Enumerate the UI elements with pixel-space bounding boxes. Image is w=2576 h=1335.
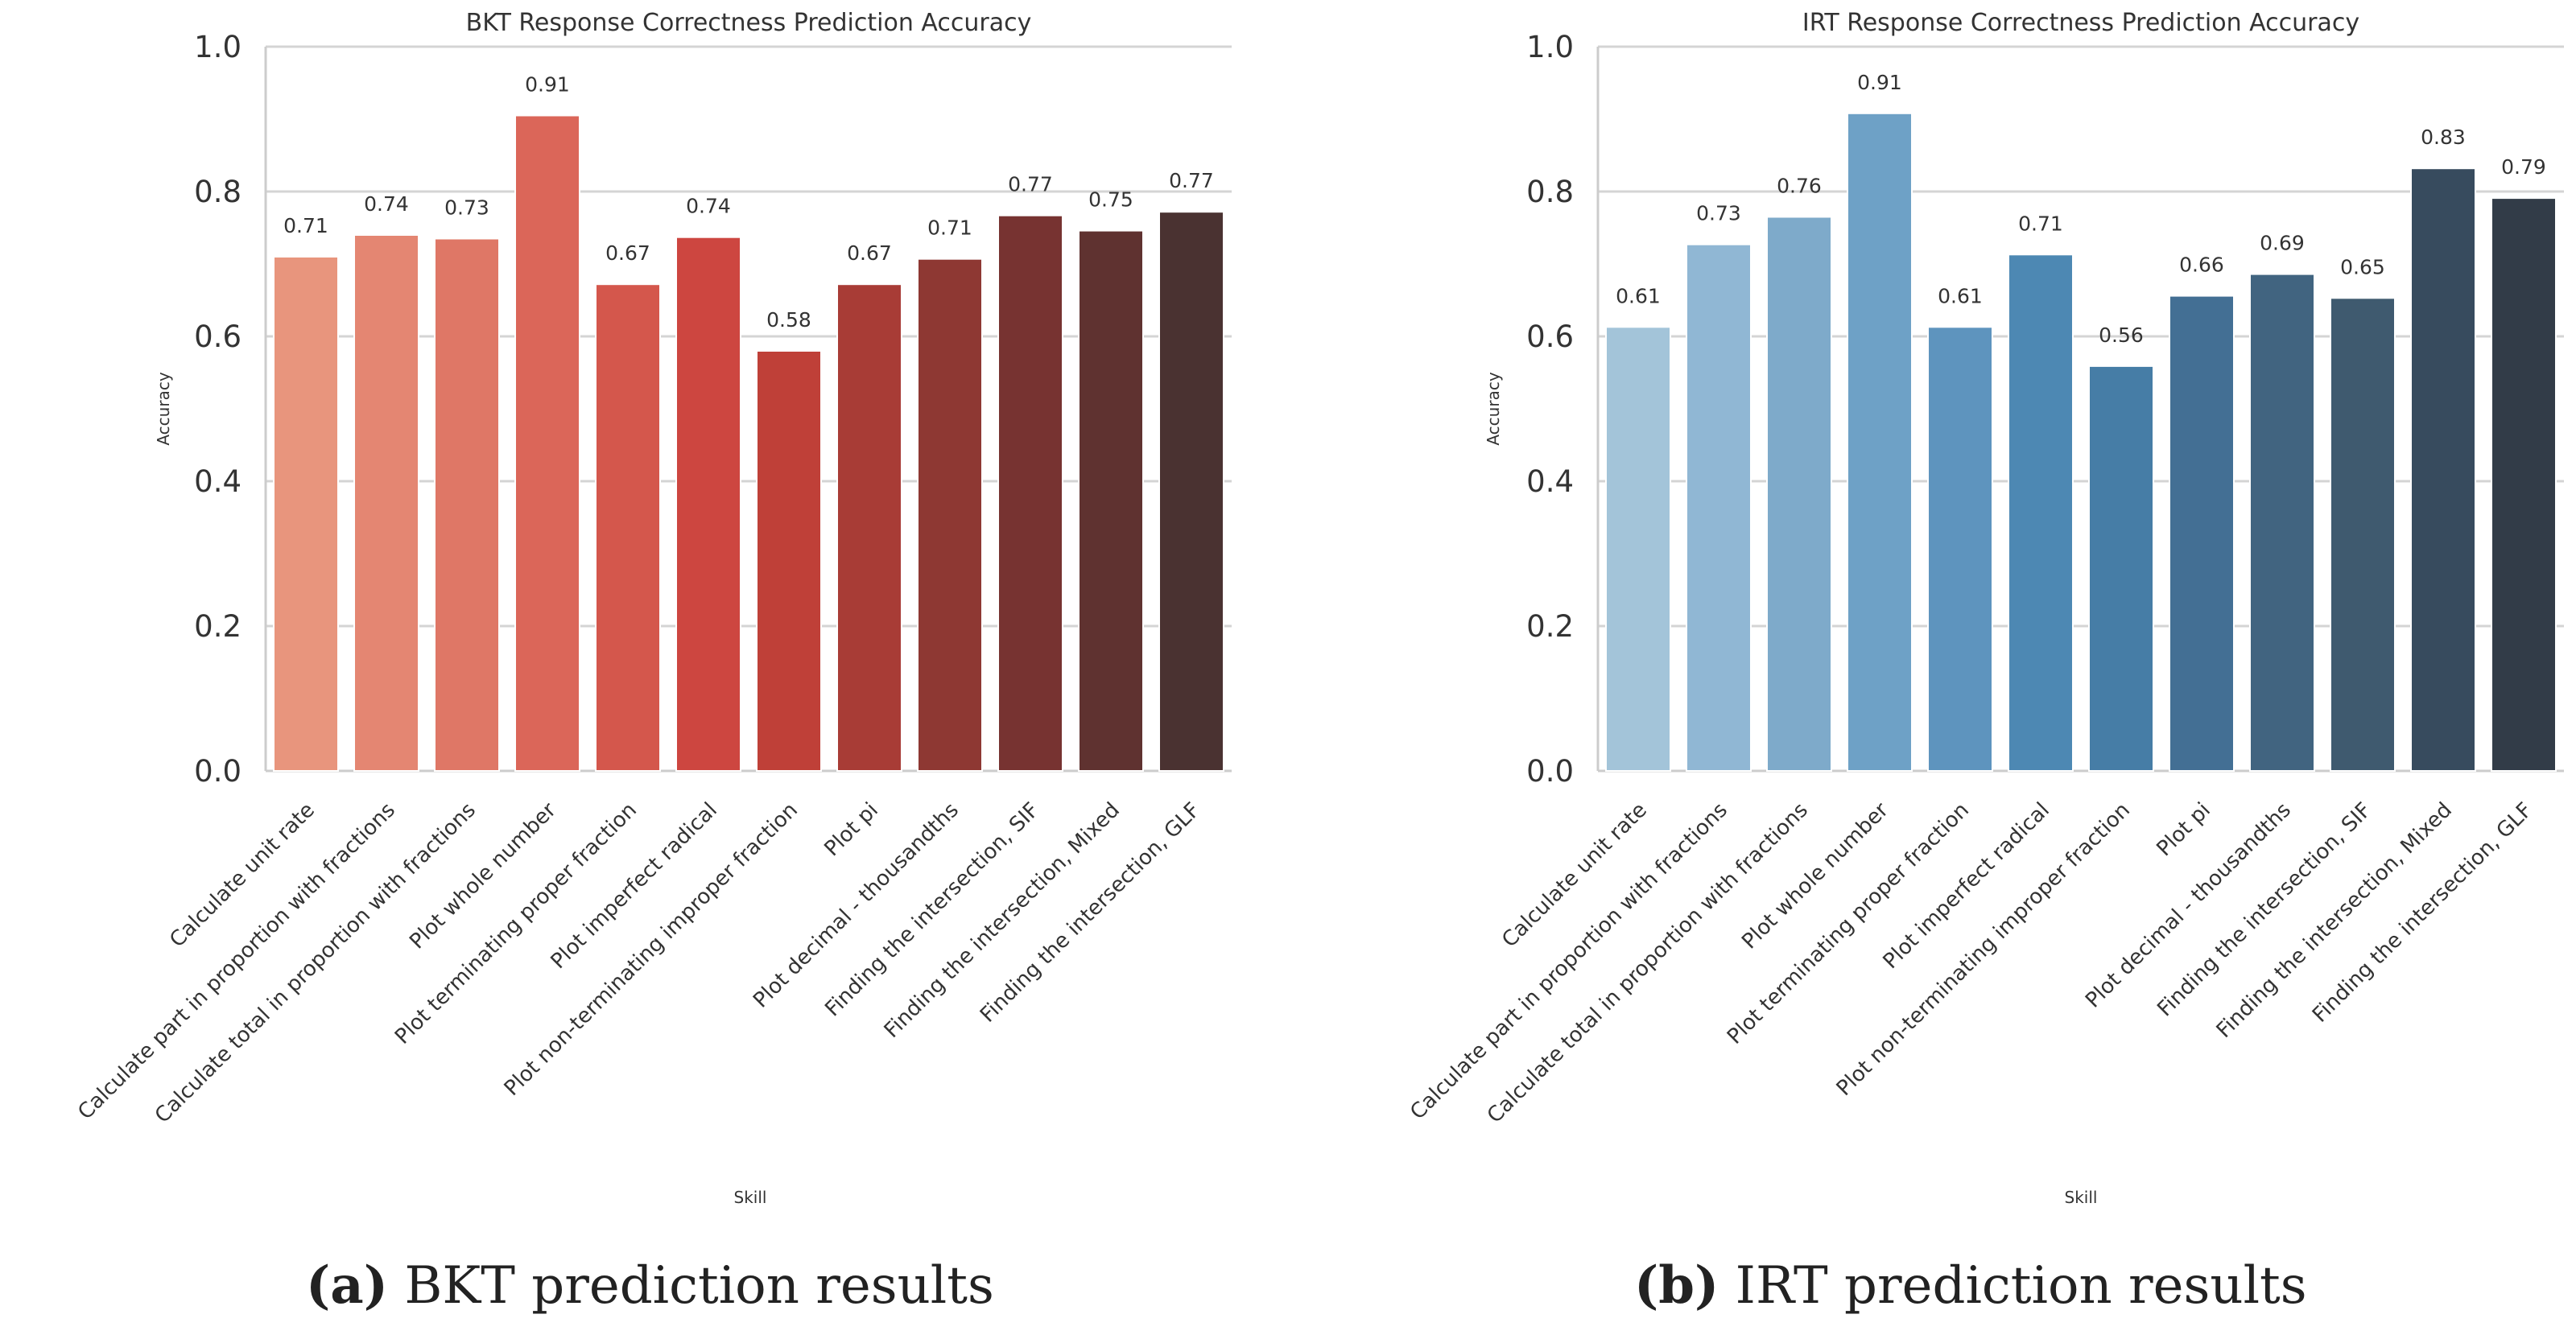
bar	[353, 234, 419, 772]
x-tick-label: Calculate total in proportion with fract…	[1483, 798, 1813, 1128]
bar	[2330, 297, 2396, 772]
bar	[1078, 229, 1144, 773]
bar	[514, 114, 580, 772]
bar-value-label: 0.66	[2179, 253, 2224, 277]
bar-value-label: 0.58	[766, 308, 811, 332]
chart-title: IRT Response Correctness Prediction Accu…	[1802, 9, 2359, 37]
bar	[2088, 365, 2154, 772]
bar-value-label: 0.67	[847, 241, 892, 265]
bar-value-label: 0.76	[1777, 175, 1822, 198]
y-tick-label: 0.6	[1526, 319, 1574, 354]
irt-accuracy-chart: 0.0 0.2 0.4 0.6 0.8 1.0 0.61 Calculate unit rat…	[1406, 9, 2564, 1207]
y-tick-label: 1.0	[1526, 30, 1574, 64]
x-tick-label: Plot pi	[2152, 798, 2215, 861]
y-tick-label: 1.0	[194, 30, 242, 64]
x-tick-label: Plot imperfect radical	[1879, 798, 2054, 974]
y-tick-label: 0.0	[1526, 754, 1574, 789]
y-tick-label: 0.4	[194, 464, 242, 499]
bar	[1766, 216, 1832, 772]
bar	[2008, 253, 2074, 772]
caption-b-letter: (b)	[1634, 1255, 1719, 1316]
x-tick-label: Plot pi	[819, 798, 882, 861]
bar-value-label: 0.74	[686, 195, 731, 218]
bar-value-label: 0.73	[444, 196, 489, 220]
x-tick-label: Calculate part in proportion with fracti…	[1406, 798, 1732, 1125]
bar-value-label: 0.83	[2421, 126, 2466, 149]
y-tick-label: 0.8	[1526, 175, 1574, 209]
bar	[997, 214, 1063, 772]
y-tick-label: 0.2	[1526, 609, 1574, 644]
bar	[1927, 326, 1993, 772]
caption-a: (a) BKT prediction results	[306, 1255, 994, 1320]
bar	[2410, 167, 2476, 772]
bar	[2249, 273, 2315, 773]
x-tick-label: Plot non-terminating improper fraction	[500, 798, 803, 1101]
caption-a-letter: (a)	[306, 1255, 389, 1316]
bar-value-label: 0.91	[1857, 71, 1902, 94]
x-tick-label: Calculate unit rate	[165, 798, 320, 953]
bkt-accuracy-chart: 0.0 0.2 0.4 0.6 0.8 1.0 0.71 Calculate unit rat…	[73, 9, 1232, 1207]
bar	[917, 258, 983, 772]
bar	[2169, 295, 2235, 773]
bar	[595, 283, 661, 772]
bar	[273, 256, 339, 772]
bar-value-label: 0.61	[1938, 284, 1983, 307]
bar	[1686, 243, 1752, 772]
bar-value-label: 0.77	[1169, 169, 1214, 192]
caption-a-text: BKT prediction results	[388, 1256, 994, 1316]
bar	[2491, 197, 2557, 773]
x-tick-label: Calculate part in proportion with fracti…	[73, 798, 400, 1125]
y-axis-label: Accuracy	[1484, 372, 1503, 445]
caption-b-text: IRT prediction results	[1719, 1256, 2307, 1316]
bar-value-label: 0.74	[364, 192, 409, 216]
bar-value-label: 0.91	[525, 73, 570, 97]
bar	[1847, 112, 1913, 773]
bar-value-label: 0.77	[1008, 173, 1053, 196]
bar-value-label: 0.79	[2501, 155, 2546, 179]
x-axis-label: Skill	[734, 1188, 767, 1207]
x-tick-label: Calculate total in proportion with fract…	[151, 798, 481, 1128]
bar	[1158, 211, 1224, 772]
y-tick-label: 0.0	[194, 754, 242, 789]
bar-value-label: 0.71	[927, 216, 972, 240]
bar	[756, 350, 822, 772]
y-tick-label: 0.2	[194, 609, 242, 644]
bar-value-label: 0.61	[1616, 284, 1661, 307]
bar-value-label: 0.65	[2340, 255, 2385, 278]
bar-value-label: 0.73	[1696, 202, 1741, 225]
bar-value-label: 0.67	[605, 241, 650, 265]
y-tick-label: 0.8	[194, 175, 242, 209]
x-tick-label: Calculate unit rate	[1497, 798, 1652, 953]
bar	[1605, 326, 1671, 772]
x-tick-label: Plot whole number	[405, 798, 561, 954]
x-tick-label: Plot imperfect radical	[547, 798, 722, 974]
x-axis-label: Skill	[2065, 1188, 2098, 1207]
bar-value-label: 0.56	[2099, 323, 2144, 347]
caption-b: (b) IRT prediction results	[1634, 1255, 2307, 1320]
bar	[675, 236, 741, 772]
x-tick-label: Plot non-terminating improper fraction	[1832, 798, 2135, 1101]
bar-value-label: 0.75	[1088, 188, 1133, 212]
y-tick-label: 0.6	[194, 319, 242, 354]
chart-title: BKT Response Correctness Prediction Accu…	[466, 9, 1032, 37]
bar	[434, 237, 500, 772]
bar-value-label: 0.71	[283, 214, 328, 237]
y-axis-label: Accuracy	[154, 372, 173, 445]
x-tick-label: Plot whole number	[1737, 798, 1893, 954]
y-tick-label: 0.4	[1526, 464, 1574, 499]
bar-value-label: 0.71	[2018, 212, 2063, 235]
bar-value-label: 0.69	[2260, 232, 2305, 255]
bar	[836, 283, 902, 772]
